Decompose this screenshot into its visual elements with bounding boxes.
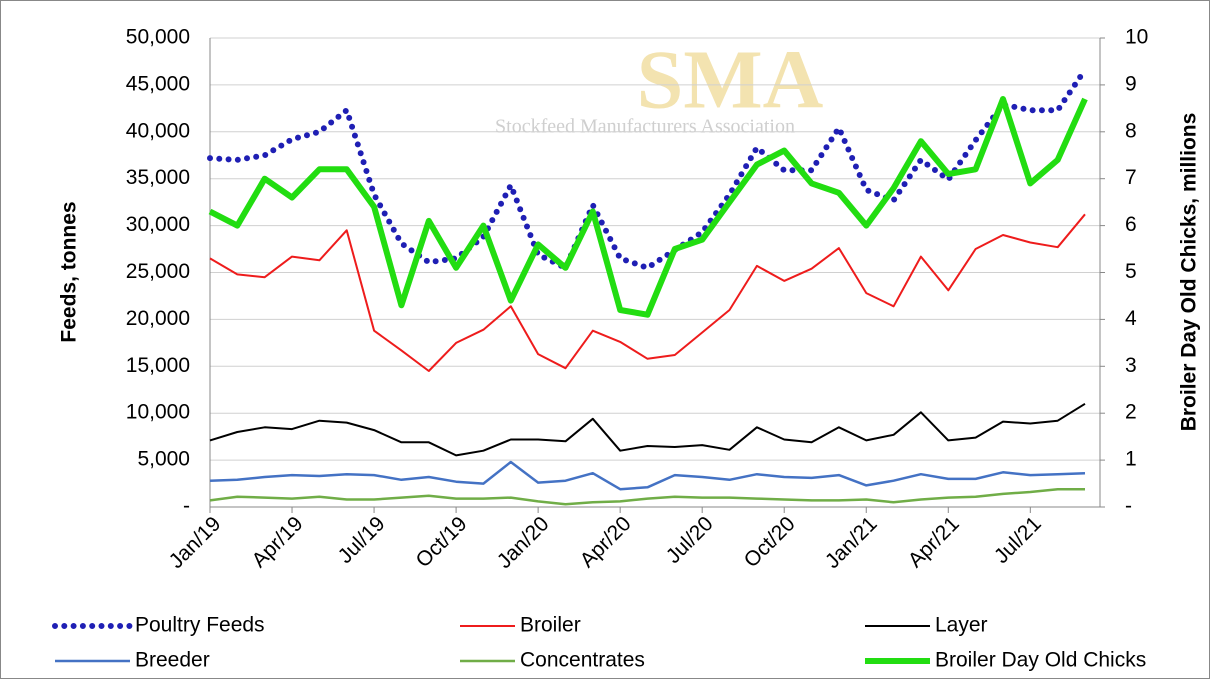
watermark-subtitle: Stockfeed Manufacturers Association — [495, 116, 795, 138]
legend-label: Breeder — [135, 649, 210, 672]
legend-label: Broiler — [520, 614, 581, 637]
y-tick-label: 25,000 — [126, 260, 190, 283]
legend-label: Poultry Feeds — [135, 614, 265, 637]
legend-label: Layer — [935, 614, 988, 637]
page: SMA Stockfeed Manufacturers Association … — [0, 0, 1210, 684]
y-tick-label: 40,000 — [126, 119, 190, 142]
y-tick-label: 30,000 — [126, 213, 190, 236]
y-tick-label: 10,000 — [126, 401, 190, 424]
y2-tick-label: 5 — [1125, 260, 1137, 283]
y-axis-title: Feeds, tonnes — [58, 201, 81, 342]
y2-tick-label: 9 — [1125, 72, 1137, 95]
y-tick-label: - — [183, 495, 190, 518]
y-tick-label: 15,000 — [126, 354, 190, 377]
watermark-title: SMA — [637, 33, 824, 126]
y2-tick-label: 10 — [1125, 26, 1148, 49]
y-tick-label: 35,000 — [126, 166, 190, 189]
y-tick-label: 45,000 — [126, 72, 190, 95]
y-tick-label: 50,000 — [126, 26, 190, 49]
legend-label: Broiler Day Old Chicks — [935, 649, 1146, 672]
y2-tick-label: 6 — [1125, 213, 1137, 236]
chart-border — [1, 1, 1210, 679]
y2-tick-label: 3 — [1125, 354, 1137, 377]
y-tick-label: 20,000 — [126, 307, 190, 330]
y2-tick-label: 7 — [1125, 166, 1137, 189]
chart: SMA Stockfeed Manufacturers Association … — [0, 0, 1210, 679]
y2-tick-label: - — [1125, 495, 1132, 518]
y2-tick-label: 8 — [1125, 119, 1137, 142]
y2-tick-label: 2 — [1125, 401, 1137, 424]
y2-tick-label: 1 — [1125, 448, 1137, 471]
y-tick-label: 5,000 — [137, 448, 190, 471]
legend-label: Concentrates — [520, 649, 645, 672]
y2-tick-label: 4 — [1125, 307, 1137, 330]
y2-axis-title: Broiler Day Old Chicks, millions — [1178, 113, 1201, 432]
